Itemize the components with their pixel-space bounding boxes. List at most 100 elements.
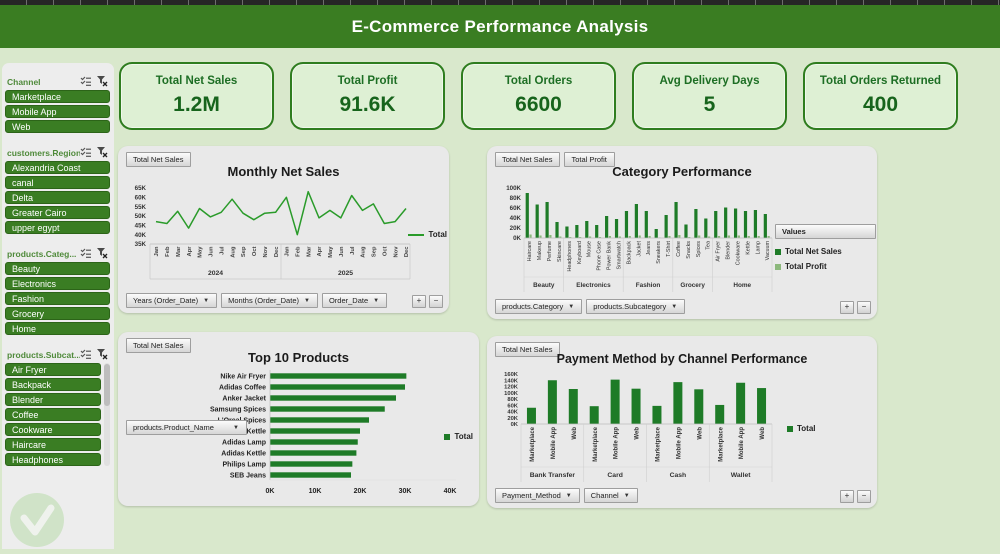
svg-text:Haircare: Haircare: [527, 241, 533, 261]
slicer-item[interactable]: Haircare: [5, 438, 101, 451]
slicer-item[interactable]: Alexandria Coast: [5, 161, 110, 174]
pivot-field-button[interactable]: Total Net Sales: [495, 152, 561, 167]
axis-field-button-channel[interactable]: Channel ▼: [583, 488, 638, 503]
pivot-field-button[interactable]: Total Net Sales: [126, 152, 192, 167]
axis-field-button-payment-method[interactable]: Payment_Method ▼: [495, 488, 580, 503]
slicer-item[interactable]: Beauty: [5, 262, 110, 275]
dashboard-header: E-Commerce Performance Analysis: [0, 5, 1000, 48]
svg-text:Card: Card: [607, 472, 623, 479]
slicer-item[interactable]: Marketplace: [5, 90, 110, 103]
svg-text:Backpack: Backpack: [626, 241, 632, 265]
legend-square-marker: [775, 263, 781, 270]
slicer-item[interactable]: Blender: [5, 393, 101, 406]
svg-text:Mouse: Mouse: [587, 241, 593, 257]
svg-text:Jeans: Jeans: [646, 241, 652, 256]
kpi-label: Avg Delivery Days: [659, 75, 760, 87]
axis-field-button-category[interactable]: products.Category ▼: [495, 299, 583, 314]
svg-text:Feb: Feb: [165, 246, 171, 257]
clear-filter-icon[interactable]: [96, 76, 108, 87]
svg-text:Web: Web: [635, 427, 641, 440]
collapse-button[interactable]: −: [857, 490, 871, 503]
slicer-item[interactable]: Coffee: [5, 408, 101, 421]
clear-filter-icon[interactable]: [96, 248, 108, 259]
svg-text:Jun: Jun: [209, 246, 215, 257]
kpi-label: Total Orders Returned: [819, 75, 942, 87]
axis-field-button-months[interactable]: Months (Order_Date) ▼: [221, 293, 318, 308]
kpi-value: 1.2M: [173, 93, 220, 116]
slicer-item[interactable]: upper egypt: [5, 221, 110, 234]
slicer-sidebar: Channel Marketplace Mobile App Web custo…: [2, 63, 114, 549]
axis-field-button-orderdate[interactable]: Order_Date ▼: [321, 293, 388, 308]
clear-filter-icon[interactable]: [96, 147, 108, 158]
svg-text:55K: 55K: [135, 204, 147, 211]
dropdown-arrow-icon: ▼: [373, 297, 380, 304]
svg-text:45K: 45K: [135, 223, 147, 230]
svg-text:Blender: Blender: [726, 241, 732, 260]
svg-text:40K: 40K: [507, 410, 518, 416]
svg-text:10K: 10K: [309, 488, 322, 495]
svg-text:Lamp: Lamp: [755, 241, 761, 255]
svg-text:Dec: Dec: [404, 246, 410, 257]
clear-filter-icon[interactable]: [96, 349, 108, 360]
svg-text:Sneakers: Sneakers: [656, 241, 662, 264]
dropdown-arrow-icon: ▼: [303, 297, 310, 304]
svg-text:Cash: Cash: [670, 472, 687, 479]
collapse-button[interactable]: −: [857, 301, 871, 314]
expand-button[interactable]: +: [412, 295, 426, 308]
expand-button[interactable]: +: [840, 490, 854, 503]
svg-text:60K: 60K: [510, 205, 522, 212]
svg-text:Philips Lamp: Philips Lamp: [222, 462, 266, 469]
svg-text:Web: Web: [697, 427, 703, 440]
svg-text:Sep: Sep: [241, 246, 247, 257]
svg-text:Tea: Tea: [706, 241, 712, 250]
multiselect-icon[interactable]: [80, 349, 92, 359]
svg-text:Beauty: Beauty: [533, 282, 555, 289]
svg-text:Marketplace: Marketplace: [593, 426, 599, 461]
axis-field-button-years[interactable]: Years (Order_Date) ▼: [126, 293, 218, 308]
slicer-item[interactable]: Mobile App: [5, 105, 110, 118]
svg-text:Web: Web: [760, 427, 766, 440]
kpi-total-profit: Total Profit 91.6K: [290, 62, 445, 130]
pivot-field-button[interactable]: Total Net Sales: [495, 342, 561, 357]
kpi-total-net-sales: Total Net Sales 1.2M: [119, 62, 274, 130]
multiselect-icon[interactable]: [80, 248, 92, 258]
slicer-item[interactable]: Cookware: [5, 423, 101, 436]
svg-text:0K: 0K: [513, 235, 521, 242]
pivot-field-button[interactable]: Total Net Sales: [126, 338, 192, 353]
svg-text:Jun: Jun: [339, 246, 345, 257]
svg-text:T-Shirt: T-Shirt: [666, 240, 672, 256]
expand-button[interactable]: +: [840, 301, 854, 314]
axis-field-button-product-name[interactable]: products.Product_Name ▼: [126, 420, 247, 435]
slicer-item[interactable]: Grocery: [5, 307, 110, 320]
slicer-scrollbar[interactable]: [104, 363, 110, 466]
slicer-item[interactable]: Greater Cairo: [5, 206, 110, 219]
legend-square-marker: [787, 425, 793, 432]
slicer-item[interactable]: Backpack: [5, 378, 101, 391]
values-field-button[interactable]: Values: [775, 224, 876, 239]
pivot-field-button[interactable]: Total Profit: [564, 152, 615, 167]
slicer-item[interactable]: Electronics: [5, 277, 110, 290]
slicer-category: products.Categ... Beauty Electronics Fas…: [5, 247, 110, 335]
svg-text:Mar: Mar: [176, 246, 182, 257]
slicer-title-category: products.Categ...: [7, 248, 77, 259]
slicer-item[interactable]: Air Fryer: [5, 363, 101, 376]
svg-text:Jan: Jan: [285, 246, 291, 256]
multiselect-icon[interactable]: [80, 147, 92, 157]
watermark-logo: [4, 492, 74, 554]
axis-field-button-subcategory[interactable]: products.Subcategory ▼: [586, 299, 686, 314]
svg-text:30K: 30K: [399, 488, 412, 495]
scrollbar-thumb[interactable]: [104, 364, 110, 406]
svg-text:Keyboard: Keyboard: [577, 241, 583, 264]
slicer-item[interactable]: Web: [5, 120, 110, 133]
multiselect-icon[interactable]: [80, 76, 92, 86]
slicer-item[interactable]: Fashion: [5, 292, 110, 305]
slicer-item[interactable]: Delta: [5, 191, 110, 204]
slicer-item[interactable]: Home: [5, 322, 110, 335]
svg-text:160K: 160K: [504, 372, 519, 378]
svg-text:SEB Jeans: SEB Jeans: [230, 473, 266, 480]
slicer-item[interactable]: Headphones: [5, 453, 101, 466]
svg-text:120K: 120K: [504, 385, 519, 391]
slicer-item[interactable]: canal: [5, 176, 110, 189]
collapse-button[interactable]: −: [429, 295, 443, 308]
kpi-value: 6600: [515, 93, 562, 116]
